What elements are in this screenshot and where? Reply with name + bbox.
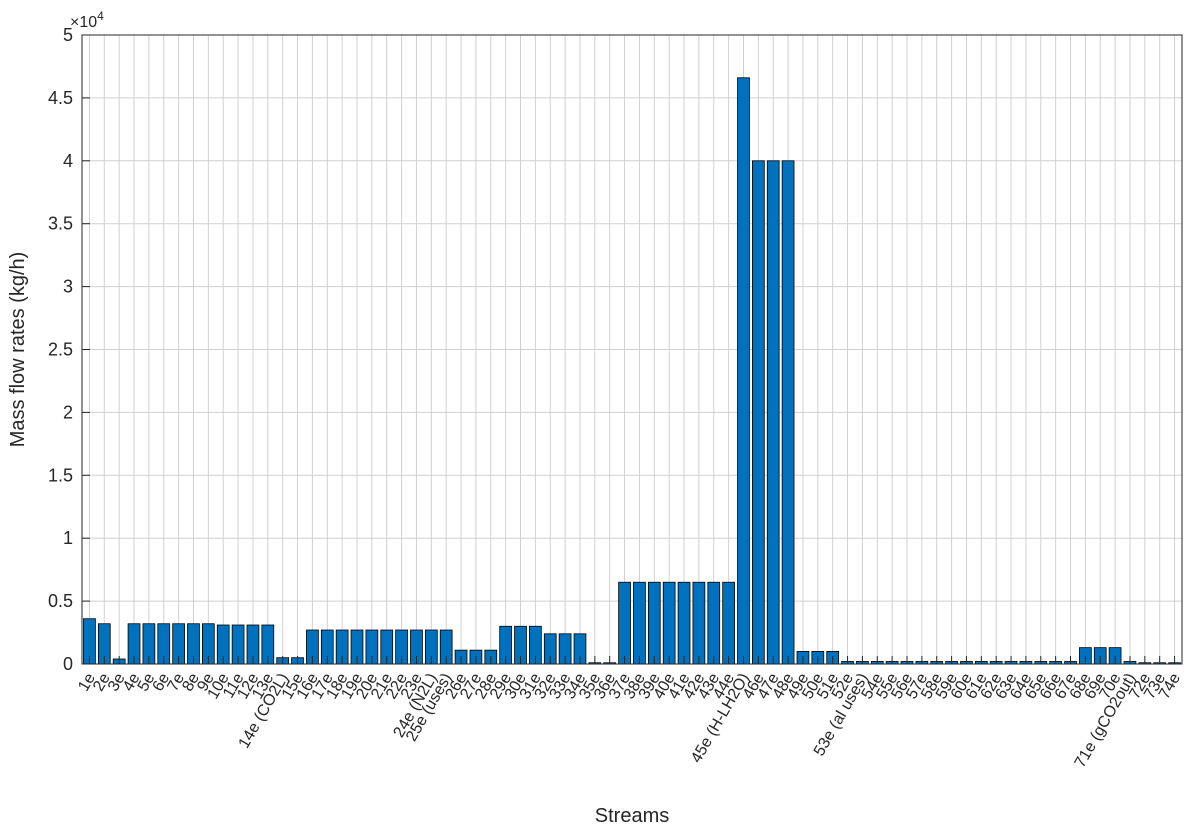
x-axis-label: Streams	[595, 805, 669, 827]
y-tick-label: 3.5	[48, 214, 73, 234]
x-tick-label: 1e	[75, 670, 99, 694]
y-axis-label: Mass flow rates (kg/h)	[7, 252, 29, 448]
bar-47e	[766, 160, 780, 665]
y-tick-label: 1.5	[48, 465, 73, 485]
x-tick-label: 4e	[120, 670, 144, 694]
bar-45e	[737, 77, 750, 665]
bar-43e	[707, 581, 721, 665]
bars	[83, 77, 1181, 665]
y-tick-label: 4	[63, 151, 73, 171]
bar-41e	[677, 581, 691, 665]
x-tick-label: 9e	[194, 670, 218, 694]
y-tick-label: 3	[63, 277, 73, 297]
y-tick-label: 4.5	[48, 88, 73, 108]
bar-48e	[781, 160, 795, 665]
x-tick-label: 6e	[150, 670, 174, 694]
y-axis-ticks: 0 0.5 1 1.5 2 2.5 3 3.5 4 4.5 5	[48, 25, 90, 674]
y-axis-multiplier: ×104	[70, 9, 104, 31]
y-tick-label: 1	[63, 528, 73, 548]
grid-lines	[82, 34, 1182, 665]
y-tick-label: 0	[63, 654, 73, 674]
y-tick-label: 2	[63, 402, 73, 422]
y-tick-label: 5	[63, 25, 73, 45]
bar-46e	[752, 160, 765, 665]
x-tick-label: 3e	[105, 670, 129, 694]
x-tick-label: 8e	[179, 670, 203, 694]
bar-40e	[662, 581, 676, 665]
bar-37e	[618, 581, 631, 665]
bar-38e	[633, 581, 646, 665]
y-tick-label: 2.5	[48, 340, 73, 360]
bar-44e	[722, 581, 735, 665]
bar-39e	[647, 581, 661, 665]
x-tick-label: 5e	[135, 670, 159, 694]
x-tick-label: 2e	[90, 670, 114, 694]
x-tick-label: 7e	[164, 670, 188, 694]
y-tick-label: 0.5	[48, 591, 73, 611]
bar-42e	[692, 581, 706, 665]
